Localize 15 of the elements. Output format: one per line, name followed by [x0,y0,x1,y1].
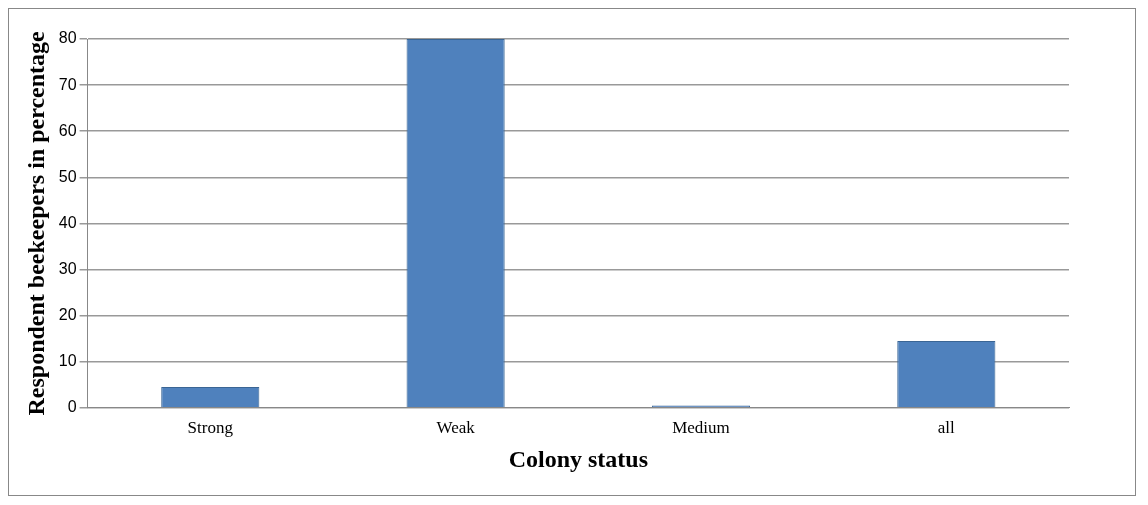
y-tick-label: 20 [58,306,77,324]
y-tick-label: 30 [58,259,77,277]
y-tick-label: 40 [58,213,77,231]
y-tick-label: 50 [58,167,77,185]
x-tick-label: Weak [436,418,476,438]
y-tick-label: 60 [58,121,77,139]
y-tick-label: 80 [58,29,77,47]
x-axis-title: Colony status [508,445,648,472]
y-tick-label: 0 [67,398,77,416]
x-tick-label: all [937,418,956,438]
y-tick-label: 70 [58,75,77,93]
y-axis-title: Respondent beekeepers in percentage [22,30,49,416]
y-tick-label: 10 [58,352,77,370]
x-tick-label: Strong [187,418,234,438]
x-tick-label: Medium [672,418,730,438]
